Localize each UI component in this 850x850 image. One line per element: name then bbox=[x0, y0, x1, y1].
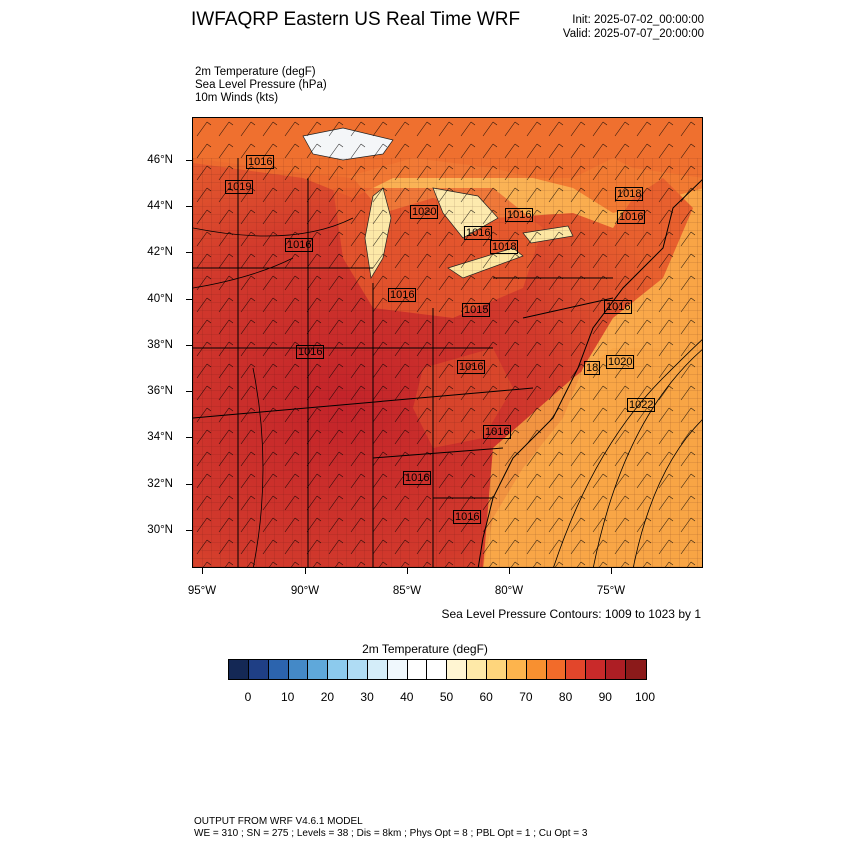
lat-tick-46 bbox=[186, 160, 192, 161]
colorbar-tick-label: 20 bbox=[320, 690, 335, 704]
lat-tick-40 bbox=[186, 299, 192, 300]
lon-tick-80 bbox=[509, 568, 510, 574]
lat-tick-44 bbox=[186, 206, 192, 207]
pressure-contour-label: 1016 bbox=[617, 210, 646, 224]
lat-label-40n: 40°N bbox=[147, 293, 173, 305]
pressure-contour-label: 1020 bbox=[606, 355, 635, 369]
colorbar-tick-label: 30 bbox=[360, 690, 374, 704]
colorbar-swatch bbox=[387, 660, 408, 679]
field-temperature-label: 2m Temperature (degF) bbox=[195, 66, 316, 78]
map-panel bbox=[192, 117, 703, 568]
colorbar-swatch bbox=[407, 660, 428, 679]
pressure-contour-label: 1020 bbox=[410, 205, 439, 219]
colorbar-tick-label: 80 bbox=[558, 690, 573, 704]
pressure-contour-label: 1018 bbox=[490, 240, 519, 254]
pressure-contour-label: 1016 bbox=[453, 510, 482, 524]
pressure-contour-label: 1019 bbox=[225, 180, 254, 194]
colorbar-swatch bbox=[526, 660, 547, 679]
map-title: IWFAQRP Eastern US Real Time WRF bbox=[191, 9, 521, 30]
colorbar-swatch bbox=[625, 660, 646, 679]
pressure-contour-label: 1018 bbox=[615, 187, 644, 201]
temperature-colorbar bbox=[228, 659, 647, 680]
colorbar-tick-label: 70 bbox=[519, 690, 533, 704]
contour-note: Sea Level Pressure Contours: 1009 to 102… bbox=[441, 607, 702, 621]
colorbar-swatch bbox=[586, 660, 607, 679]
colorbar-tick-label: 40 bbox=[400, 690, 414, 704]
lat-label-32n: 32°N bbox=[147, 478, 173, 490]
pressure-contour-label: 1016 bbox=[246, 155, 275, 169]
pressure-contour-label: 1022 bbox=[627, 398, 656, 412]
colorbar-swatch bbox=[606, 660, 626, 679]
field-pressure-label: Sea Level Pressure (hPa) bbox=[195, 79, 327, 91]
pressure-contour-label: 1016 bbox=[483, 425, 512, 439]
colorbar-swatch bbox=[506, 660, 527, 679]
pressure-contour-label: 1016 bbox=[464, 226, 493, 240]
colorbar-swatch bbox=[447, 660, 468, 679]
colorbar-swatch bbox=[367, 660, 388, 679]
lat-tick-38 bbox=[186, 345, 192, 346]
lat-tick-32 bbox=[186, 484, 192, 485]
model-config: WE = 310 ; SN = 275 ; Levels = 38 ; Dis … bbox=[194, 828, 588, 839]
lat-tick-34 bbox=[186, 437, 192, 438]
colorbar-swatch bbox=[268, 660, 289, 679]
pressure-contour-label: 1016 bbox=[388, 288, 417, 302]
pressure-contour-label: 1016 bbox=[505, 208, 534, 222]
lon-label-85w: 85°W bbox=[392, 585, 422, 597]
lat-tick-30 bbox=[186, 530, 192, 531]
lon-tick-85 bbox=[407, 568, 408, 574]
colorbar-tick-label: 100 bbox=[634, 690, 656, 704]
lon-tick-90 bbox=[305, 568, 306, 574]
model-info: OUTPUT FROM WRF V4.6.1 MODEL bbox=[194, 816, 363, 827]
lon-tick-75 bbox=[611, 568, 612, 574]
colorbar-swatch bbox=[248, 660, 269, 679]
pressure-contour-label: 1016 bbox=[457, 360, 486, 374]
colorbar-swatch bbox=[308, 660, 329, 679]
lon-label-75w: 75°W bbox=[596, 585, 626, 597]
lat-tick-36 bbox=[186, 391, 192, 392]
colorbar-swatch bbox=[546, 660, 567, 679]
pressure-contour-label: 18 bbox=[584, 361, 601, 375]
lat-label-38n: 38°N bbox=[147, 339, 173, 351]
colorbar-tick-label: 10 bbox=[281, 690, 295, 704]
lon-label-90w: 90°W bbox=[290, 585, 320, 597]
lat-label-42n: 42°N bbox=[147, 246, 173, 258]
colorbar-tick-label: 60 bbox=[479, 690, 493, 704]
lon-tick-95 bbox=[202, 568, 203, 574]
wind-barbs bbox=[193, 118, 702, 567]
pressure-contour-label: 1016 bbox=[296, 345, 325, 359]
colorbar-title: 2m Temperature (degF) bbox=[362, 642, 488, 656]
colorbar-swatch bbox=[348, 660, 368, 679]
lat-label-30n: 30°N bbox=[147, 524, 173, 536]
pressure-contour-label: 1016 bbox=[604, 300, 633, 314]
colorbar-swatch bbox=[486, 660, 507, 679]
colorbar-swatch bbox=[229, 660, 249, 679]
lat-tick-42 bbox=[186, 252, 192, 253]
colorbar-swatch bbox=[427, 660, 448, 679]
init-time: Init: 2025-07-02_00:00:00 bbox=[572, 14, 704, 26]
colorbar-swatch bbox=[288, 660, 309, 679]
colorbar-tick-label: 90 bbox=[598, 690, 612, 704]
temperature-map bbox=[193, 118, 702, 567]
lon-label-80w: 80°W bbox=[494, 585, 524, 597]
pressure-contour-label: 1015 bbox=[462, 303, 491, 317]
field-winds-label: 10m Winds (kts) bbox=[195, 92, 279, 104]
colorbar-swatch bbox=[467, 660, 487, 679]
lat-label-34n: 34°N bbox=[147, 431, 173, 443]
colorbar-tick-label: 50 bbox=[439, 690, 454, 704]
valid-time: Valid: 2025-07-07_20:00:00 bbox=[562, 28, 704, 40]
pressure-contour-label: 1016 bbox=[285, 238, 314, 252]
lat-label-36n: 36°N bbox=[147, 385, 173, 397]
pressure-contour-label: 1016 bbox=[403, 471, 432, 485]
colorbar-swatch bbox=[328, 660, 349, 679]
lat-label-44n: 44°N bbox=[147, 200, 173, 212]
colorbar-tick-label: 0 bbox=[244, 690, 252, 704]
colorbar-swatch bbox=[566, 660, 587, 679]
lon-label-95w: 95°W bbox=[187, 585, 217, 597]
lat-label-46n: 46°N bbox=[147, 154, 173, 166]
